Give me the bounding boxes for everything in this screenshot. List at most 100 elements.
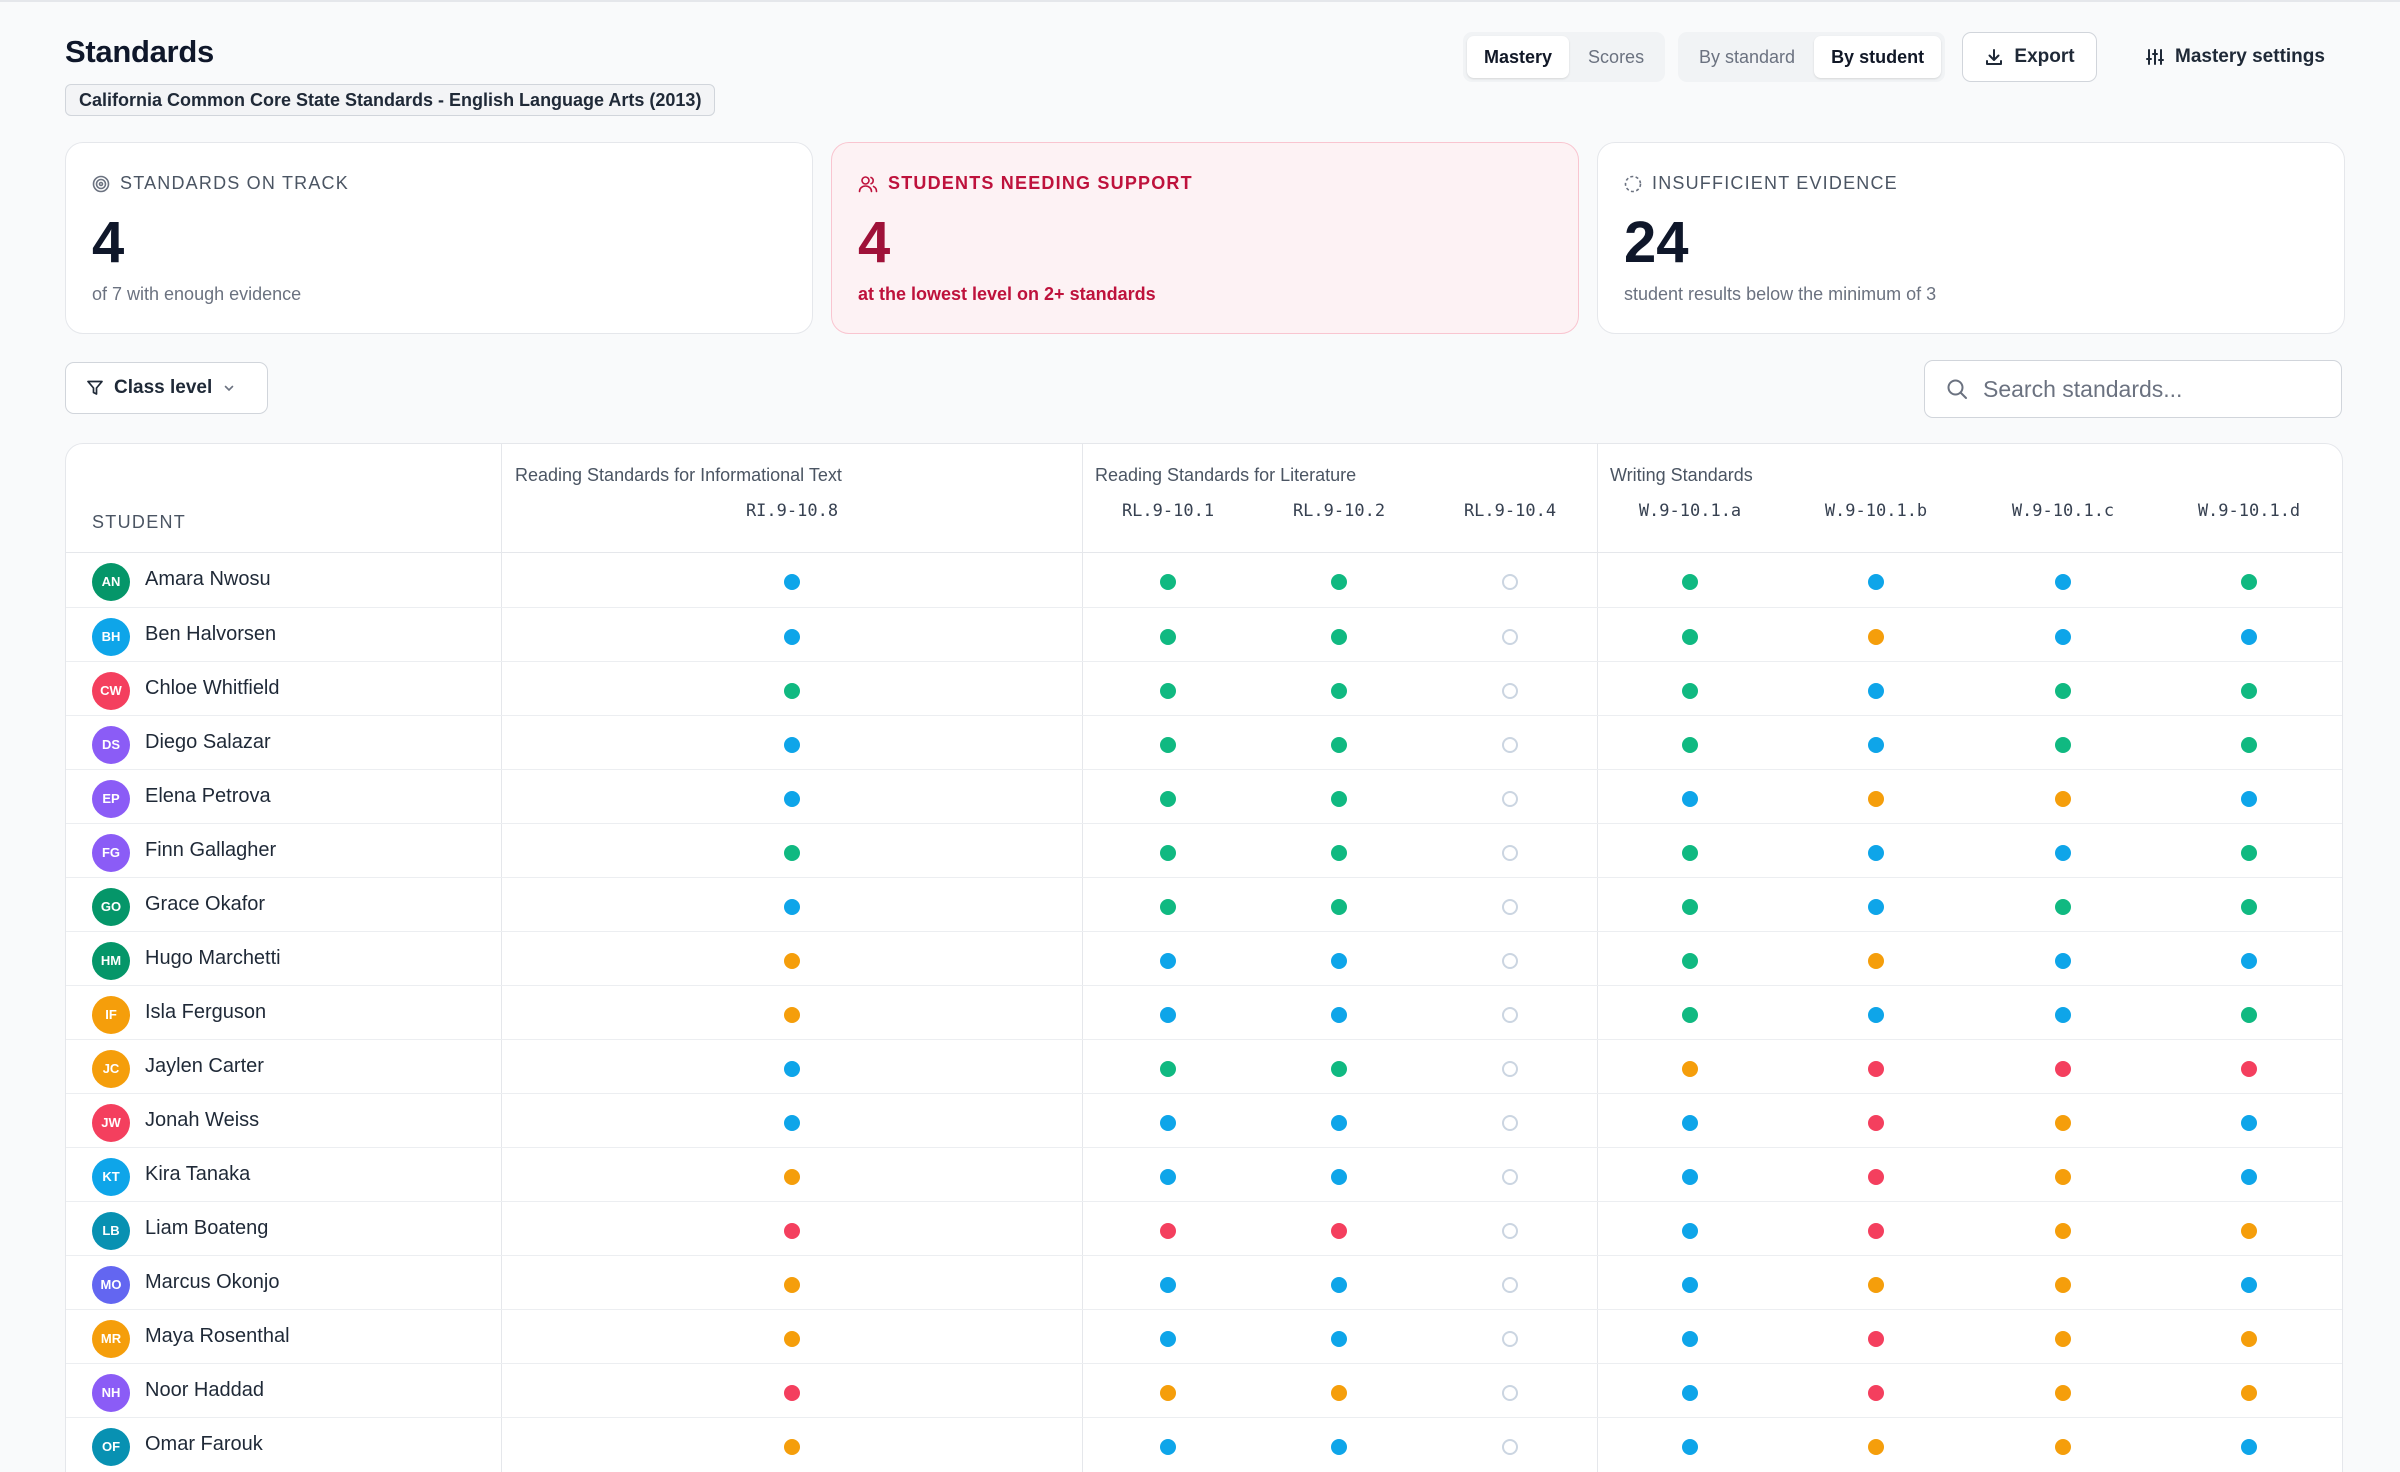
mastery-dot[interactable] [2055, 953, 2071, 969]
empty-mastery-dot[interactable] [1502, 845, 1518, 861]
table-row[interactable]: AN Amara Nwosu [66, 553, 2342, 607]
students-needing-support-card[interactable]: STUDENTS NEEDING SUPPORT 4 at the lowest… [831, 142, 1579, 334]
mastery-dot[interactable] [2055, 737, 2071, 753]
student-name[interactable]: Jonah Weiss [145, 1109, 260, 1131]
student-name[interactable]: Isla Ferguson [145, 1001, 267, 1023]
mastery-dot[interactable] [1682, 683, 1698, 699]
mastery-dot[interactable] [1682, 845, 1698, 861]
table-row[interactable]: BH Ben Halvorsen [66, 607, 2342, 661]
student-name[interactable]: Diego Salazar [145, 731, 271, 753]
mastery-dot[interactable] [2055, 1007, 2071, 1023]
empty-mastery-dot[interactable] [1502, 1223, 1518, 1239]
table-row[interactable]: KT Kira Tanaka [66, 1147, 2342, 1201]
table-row[interactable]: OF Omar Farouk [66, 1417, 2342, 1471]
mastery-dot[interactable] [1160, 683, 1176, 699]
mastery-dot[interactable] [1868, 1439, 1884, 1455]
mastery-dot[interactable] [1682, 791, 1698, 807]
empty-mastery-dot[interactable] [1502, 1331, 1518, 1347]
table-row[interactable]: EP Elena Petrova [66, 769, 2342, 823]
table-row[interactable]: HM Hugo Marchetti [66, 931, 2342, 985]
mastery-dot[interactable] [784, 845, 800, 861]
table-row[interactable]: MO Marcus Okonjo [66, 1255, 2342, 1309]
student-name[interactable]: Amara Nwosu [145, 568, 271, 590]
mastery-dot[interactable] [1868, 1223, 1884, 1239]
mastery-dot[interactable] [784, 953, 800, 969]
mastery-dot[interactable] [1868, 574, 1884, 590]
mastery-dot[interactable] [1160, 629, 1176, 645]
mastery-dot[interactable] [784, 899, 800, 915]
student-name[interactable]: Elena Petrova [145, 785, 271, 807]
mastery-dot[interactable] [784, 791, 800, 807]
mastery-dot[interactable] [784, 1169, 800, 1185]
mastery-dot[interactable] [2055, 1385, 2071, 1401]
empty-mastery-dot[interactable] [1502, 1169, 1518, 1185]
mastery-dot[interactable] [784, 1061, 800, 1077]
mastery-dot[interactable] [2241, 1061, 2257, 1077]
empty-mastery-dot[interactable] [1502, 683, 1518, 699]
mastery-dot[interactable] [2241, 1385, 2257, 1401]
mastery-dot[interactable] [1682, 1331, 1698, 1347]
empty-mastery-dot[interactable] [1502, 737, 1518, 753]
empty-mastery-dot[interactable] [1502, 1061, 1518, 1077]
mastery-dot[interactable] [1160, 845, 1176, 861]
mastery-dot[interactable] [2055, 1115, 2071, 1131]
scores-tab[interactable]: Scores [1588, 47, 1645, 67]
mastery-dot[interactable] [2055, 683, 2071, 699]
mastery-dot[interactable] [1160, 574, 1176, 590]
mastery-dot[interactable] [784, 1223, 800, 1239]
table-row[interactable]: FG Finn Gallagher [66, 823, 2342, 877]
table-row[interactable]: LB Liam Boateng [66, 1201, 2342, 1255]
mastery-dot[interactable] [1868, 1007, 1884, 1023]
table-row[interactable]: DS Diego Salazar [66, 715, 2342, 769]
mastery-dot[interactable] [784, 1115, 800, 1131]
empty-mastery-dot[interactable] [1502, 953, 1518, 969]
mastery-dot[interactable] [1682, 953, 1698, 969]
mastery-dot[interactable] [1331, 629, 1347, 645]
mastery-dot[interactable] [784, 1331, 800, 1347]
mastery-dot[interactable] [1160, 1223, 1176, 1239]
mastery-dot[interactable] [1160, 1385, 1176, 1401]
table-row[interactable]: GO Grace Okafor [66, 877, 2342, 931]
mastery-dot[interactable] [2055, 899, 2071, 915]
standard-code[interactable]: RL.9-10.4 [1463, 501, 1557, 521]
mastery-dot[interactable] [2241, 737, 2257, 753]
mastery-dot[interactable] [1160, 737, 1176, 753]
mastery-dot[interactable] [1868, 683, 1884, 699]
student-name[interactable]: Marcus Okonjo [145, 1271, 280, 1293]
mastery-dot[interactable] [1331, 737, 1347, 753]
mastery-dot[interactable] [1682, 1061, 1698, 1077]
mastery-dot[interactable] [1331, 1439, 1347, 1455]
mastery-dot[interactable] [1682, 1169, 1698, 1185]
mastery-dot[interactable] [1160, 1115, 1176, 1131]
mastery-dot[interactable] [784, 737, 800, 753]
mastery-dot[interactable] [1331, 1007, 1347, 1023]
mastery-dot[interactable] [1331, 1277, 1347, 1293]
standard-code[interactable]: W.9-10.1.c [2011, 501, 2115, 521]
standard-code[interactable]: RL.9-10.2 [1292, 501, 1386, 521]
mastery-dot[interactable] [1868, 629, 1884, 645]
mastery-dot[interactable] [2241, 1439, 2257, 1455]
mastery-dot[interactable] [2241, 899, 2257, 915]
empty-mastery-dot[interactable] [1502, 899, 1518, 915]
mastery-dot[interactable] [1160, 1331, 1176, 1347]
standard-code[interactable]: W.9-10.1.a [1638, 501, 1742, 521]
mastery-dot[interactable] [2241, 1223, 2257, 1239]
mastery-dot[interactable] [2055, 1439, 2071, 1455]
standard-code[interactable]: W.9-10.1.d [2197, 501, 2301, 521]
search-input[interactable] [1983, 375, 2323, 403]
empty-mastery-dot[interactable] [1502, 1115, 1518, 1131]
student-name[interactable]: Ben Halvorsen [145, 623, 277, 645]
mastery-dot[interactable] [2055, 629, 2071, 645]
mastery-dot[interactable] [1868, 1115, 1884, 1131]
mastery-dot[interactable] [1331, 1061, 1347, 1077]
table-row[interactable]: MR Maya Rosenthal [66, 1309, 2342, 1363]
by-student-tab[interactable]: By student [1814, 36, 1942, 78]
empty-mastery-dot[interactable] [1502, 1007, 1518, 1023]
mastery-dot[interactable] [2241, 1169, 2257, 1185]
mastery-dot[interactable] [1160, 791, 1176, 807]
mastery-dot[interactable] [1160, 899, 1176, 915]
student-name[interactable]: Maya Rosenthal [145, 1325, 290, 1347]
mastery-tab[interactable]: Mastery [1467, 36, 1570, 78]
mastery-dot[interactable] [1682, 629, 1698, 645]
mastery-dot[interactable] [2241, 791, 2257, 807]
